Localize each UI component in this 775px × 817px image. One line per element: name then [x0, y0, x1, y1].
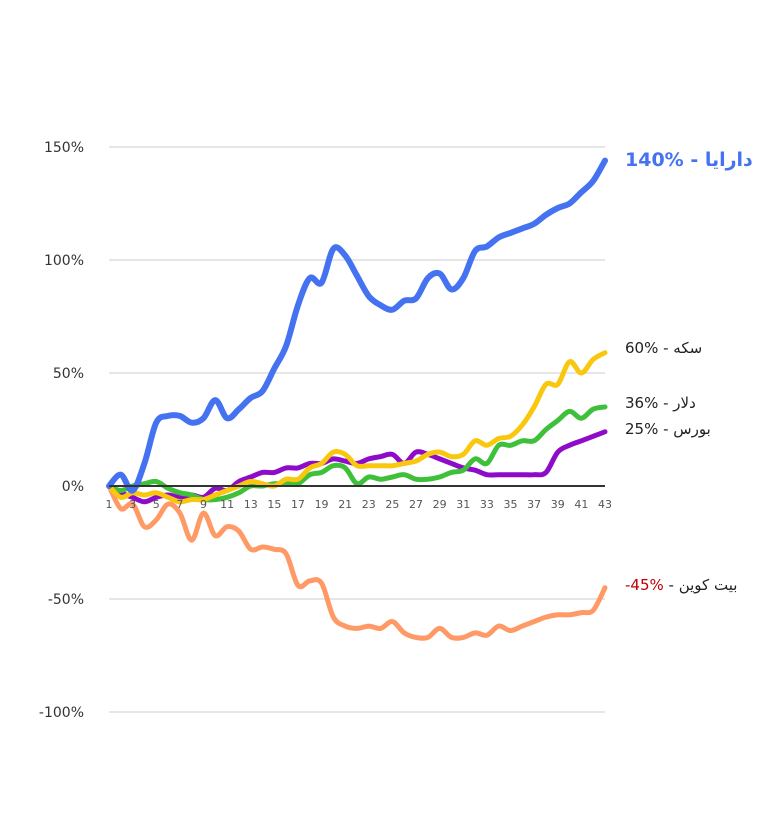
- x-tick-label: 7: [176, 498, 183, 511]
- x-tick-label: 27: [409, 498, 423, 511]
- x-tick-label: 37: [527, 498, 541, 511]
- series-end-separator: -: [658, 420, 674, 438]
- x-tick-label: 13: [244, 498, 258, 511]
- x-tick-label: 41: [574, 498, 588, 511]
- series-end-label: -45% - بیت کوین: [625, 576, 737, 594]
- series-line: [106, 157, 608, 494]
- y-axis: 150% 100% 50% 0% -50% -100%: [39, 140, 84, 721]
- x-tick-label: 43: [598, 498, 612, 511]
- series-lines: [106, 157, 608, 641]
- series-end-value: -45%: [625, 576, 664, 594]
- series-line: [106, 350, 608, 505]
- y-tick-label: 50%: [53, 366, 84, 382]
- series-end-name: دلار: [673, 394, 696, 412]
- series-end-value: 36%: [625, 394, 659, 412]
- series-line: [106, 404, 608, 503]
- x-tick-label: 21: [338, 498, 352, 511]
- series-end-separator: -: [658, 339, 674, 357]
- y-tick-label: 150%: [44, 140, 84, 156]
- x-tick-label: 3: [129, 498, 136, 511]
- series-end-label: 36% - دلار: [625, 394, 696, 412]
- series-line: [106, 483, 608, 641]
- y-tick-label: 100%: [44, 253, 84, 269]
- x-tick-label: 29: [433, 498, 447, 511]
- x-axis: 1 3 5 7 9 11 13 15 17 19 21 23 25 27 29 31 33 35 37 39 41 43: [106, 498, 613, 511]
- series-end-name: بیت کوین: [678, 576, 738, 594]
- x-tick-label: 25: [385, 498, 399, 511]
- x-tick-label: 5: [153, 498, 160, 511]
- x-tick-label: 17: [291, 498, 305, 511]
- x-tick-label: 31: [456, 498, 470, 511]
- x-tick-label: 35: [504, 498, 518, 511]
- series-end-value: 140%: [625, 149, 684, 171]
- series-end-separator: -: [683, 149, 705, 171]
- series-end-separator: -: [658, 394, 674, 412]
- x-tick-label: 11: [220, 498, 234, 511]
- series-end-value: 25%: [625, 420, 659, 438]
- y-tick-label: -50%: [48, 592, 84, 608]
- y-tick-label: 0%: [62, 479, 84, 495]
- series-end-name: بورس: [673, 420, 711, 438]
- x-tick-label: 23: [362, 498, 376, 511]
- y-tick-label: -100%: [39, 705, 84, 721]
- series-end-label: 25% - بورس: [625, 420, 711, 438]
- series-end-label: 60% - سکه: [625, 339, 702, 357]
- series-end-value: 60%: [625, 339, 659, 357]
- x-tick-label: 9: [200, 498, 207, 511]
- x-tick-label: 19: [315, 498, 329, 511]
- series-end-name: دارایا: [704, 149, 753, 171]
- x-tick-label: 39: [551, 498, 565, 511]
- gridlines: [109, 146, 605, 713]
- x-tick-label: 1: [106, 498, 113, 511]
- x-tick-label: 33: [480, 498, 494, 511]
- series-end-label: 140% - دارایا: [625, 149, 753, 171]
- x-tick-label: 15: [267, 498, 281, 511]
- series-end-name: سکه: [673, 339, 703, 357]
- series-end-separator: -: [663, 576, 679, 594]
